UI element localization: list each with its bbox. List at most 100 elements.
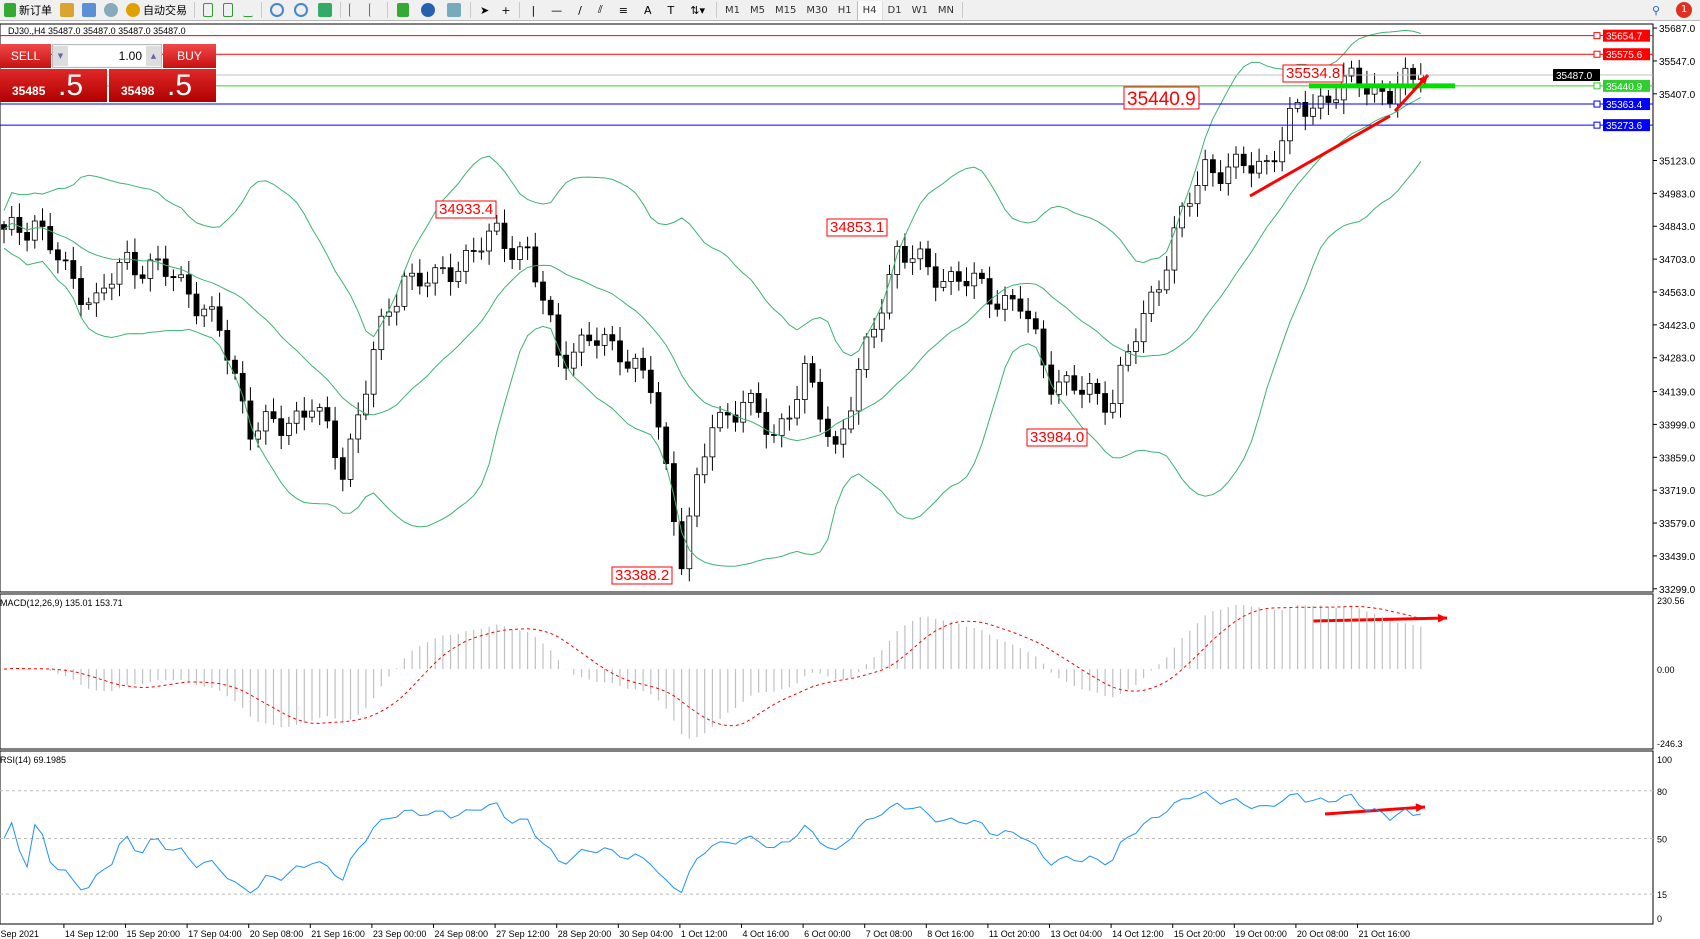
buy-button[interactable]: BUY	[163, 44, 216, 68]
vertical-line-icon[interactable]: |	[531, 3, 536, 17]
time-tick-label: 21 Sep 16:00	[311, 929, 365, 939]
candle-body	[1140, 313, 1147, 343]
candle-body	[278, 418, 285, 436]
fibonacci-icon[interactable]: ≡	[618, 3, 628, 17]
bollinger-upper-band	[3, 29, 1421, 357]
price-annotation: 33984.0	[1030, 429, 1084, 446]
timeframe-d1[interactable]: D1	[887, 4, 902, 16]
indicators-icon[interactable]	[397, 3, 409, 17]
line-chart-icon[interactable]	[243, 3, 253, 17]
sell-price-main: 35485	[12, 84, 46, 98]
candlestick-icon[interactable]	[223, 3, 233, 17]
chart-area[interactable]: DJ30.,H4 35487.0 35487.0 35487.0 35487.0…	[0, 21, 1700, 939]
search-icon[interactable]: ⚲	[1651, 3, 1660, 17]
auto-trading-button[interactable]: 自动交易	[122, 1, 191, 20]
cursor-icon[interactable]: ➤	[480, 3, 490, 17]
candle-body	[1156, 289, 1162, 293]
candle-body	[655, 392, 662, 428]
timeframe-m1[interactable]: M1	[725, 4, 741, 16]
text-icon[interactable]: A	[644, 3, 652, 17]
candle-body	[116, 262, 123, 285]
candle-body	[1317, 95, 1324, 109]
zoom-out-icon[interactable]	[294, 3, 308, 17]
time-tick-label: 4 Oct 16:00	[743, 929, 790, 939]
candle-body	[555, 314, 562, 356]
candle-body	[1102, 393, 1108, 413]
auto-trading-label: 自动交易	[143, 4, 187, 17]
candle-body	[216, 306, 223, 331]
level-price-tag	[1603, 98, 1650, 111]
periods-icon[interactable]	[421, 3, 435, 17]
candle-body	[1210, 159, 1216, 174]
candle-body	[1333, 99, 1339, 103]
sell-price[interactable]: 35485 .5	[0, 69, 107, 102]
increase-lot-button[interactable]: ▲	[146, 46, 161, 66]
time-tick-label: 8 Oct 16:00	[927, 929, 974, 939]
candle-body	[39, 220, 46, 227]
candle-body	[609, 334, 616, 342]
candle-body	[501, 222, 508, 249]
time-tick-label: 27 Sep 12:00	[496, 929, 550, 939]
level-price-label: 35363.4	[1606, 100, 1643, 111]
horizontal-line-icon[interactable]: —	[551, 3, 563, 17]
tile-windows-icon[interactable]	[318, 3, 332, 17]
decrease-lot-button[interactable]: ▼	[53, 46, 68, 66]
price-annotation-box	[1123, 86, 1200, 110]
candle-body	[78, 278, 84, 305]
new-order-button[interactable]: 新订单	[0, 1, 56, 20]
navigator-icon[interactable]	[82, 3, 96, 17]
zoom-in-icon[interactable]	[270, 3, 284, 17]
timeframe-m15[interactable]: M15	[775, 4, 797, 16]
timeframe-m5[interactable]: M5	[750, 4, 766, 16]
candle-body	[540, 281, 546, 301]
candle-body	[986, 278, 993, 305]
trend-arrow-price-head	[1418, 75, 1428, 85]
time-tick-label: 1 Oct 12:00	[681, 929, 728, 939]
timeframe-h4[interactable]: H4	[856, 0, 883, 20]
candle-body	[1310, 107, 1316, 117]
channel-icon[interactable]: ⫽	[597, 3, 603, 16]
sell-button[interactable]: SELL	[0, 44, 51, 68]
candle-body	[470, 250, 477, 252]
text-label-icon[interactable]: T	[667, 3, 675, 17]
templates-icon[interactable]	[447, 3, 461, 17]
lot-size-stepper[interactable]: ▼ 1.00 ▲	[52, 44, 162, 68]
price-annotation-box	[1026, 428, 1088, 447]
candle-body	[24, 232, 31, 241]
candle-body	[16, 216, 23, 233]
candle-body	[940, 281, 947, 288]
candle-body	[917, 248, 924, 260]
candle-body	[147, 259, 154, 279]
candle-body	[339, 457, 346, 480]
market-watch-icon[interactable]	[60, 3, 74, 17]
timeframe-m30[interactable]: M30	[806, 4, 828, 16]
autoscroll-icon[interactable]	[369, 3, 379, 17]
timeframe-h1[interactable]: H1	[837, 4, 852, 16]
candle-body	[232, 359, 238, 374]
time-tick-label: 20 Oct 08:00	[1297, 929, 1349, 939]
chart-shift-icon[interactable]	[349, 3, 359, 17]
lot-size-input[interactable]: 1.00	[68, 46, 146, 66]
toolbar-separator	[519, 2, 521, 18]
candle-body	[640, 357, 646, 371]
timeframe-w1[interactable]: W1	[911, 4, 928, 16]
trend-arrow-macd-head	[1437, 613, 1447, 623]
buy-price[interactable]: 35498 .5	[109, 69, 216, 102]
candle-body	[101, 287, 107, 294]
candle-body	[955, 271, 962, 282]
signals-icon[interactable]	[104, 3, 118, 17]
notifications-badge[interactable]: 1	[1676, 2, 1692, 18]
arrows-icon[interactable]: ⇅▾	[690, 3, 706, 17]
candle-body	[1387, 90, 1393, 105]
candle-body	[963, 280, 970, 287]
candle-body	[894, 245, 901, 275]
price-tick-label: 33439.0	[1659, 552, 1696, 563]
toolbar-separator	[261, 2, 262, 18]
bar-chart-icon[interactable]	[203, 3, 213, 17]
timeframe-mn[interactable]: MN	[937, 4, 954, 16]
candle-body	[1325, 95, 1332, 103]
trendline-icon[interactable]: /	[578, 3, 582, 17]
crosshair-icon[interactable]: +	[501, 3, 511, 17]
candle-body	[185, 274, 192, 295]
price-tick-label: 34983.0	[1659, 189, 1696, 200]
